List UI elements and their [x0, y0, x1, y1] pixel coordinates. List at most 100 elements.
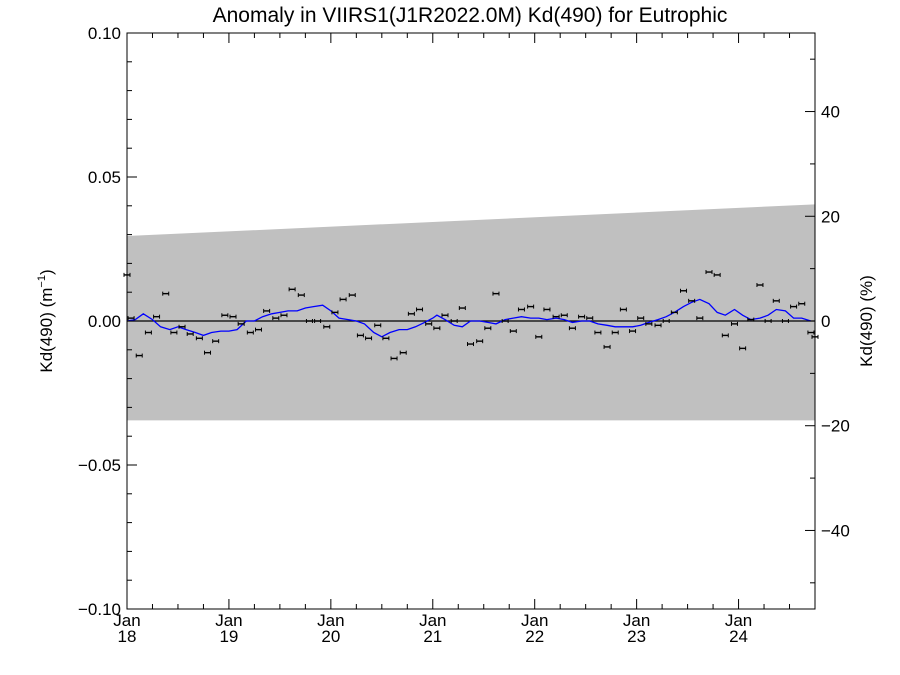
data-point	[484, 326, 492, 331]
data-point	[331, 310, 339, 315]
data-point	[356, 333, 364, 338]
x-tick-label-month: Jan	[113, 611, 140, 630]
data-point	[237, 321, 245, 326]
data-point	[458, 306, 466, 311]
left-tick-label: 0.10	[88, 24, 121, 43]
data-point	[790, 304, 798, 309]
data-point	[637, 316, 645, 321]
data-point	[466, 342, 474, 347]
data-point	[416, 307, 424, 312]
data-point	[288, 287, 296, 292]
right-tick-label: 40	[821, 103, 840, 122]
data-point	[170, 330, 178, 335]
left-tick-label: −0.05	[78, 456, 121, 475]
data-point	[221, 313, 229, 318]
data-point	[195, 336, 203, 341]
data-point	[586, 316, 594, 321]
x-tick-label-month: Jan	[419, 611, 446, 630]
data-point	[297, 293, 305, 298]
x-tick-label-month: Jan	[725, 611, 752, 630]
data-point	[670, 310, 678, 315]
left-y-axis-label: Kd(490) (m−1)	[36, 269, 56, 372]
data-point	[425, 321, 433, 326]
data-point	[390, 356, 398, 361]
data-point	[450, 319, 458, 323]
data-point	[476, 339, 484, 344]
data-point	[127, 316, 135, 321]
left-tick-label: 0.05	[88, 168, 121, 187]
data-point	[654, 323, 662, 328]
left-tick-label: −0.10	[78, 600, 121, 619]
data-point	[305, 319, 313, 323]
data-point	[365, 336, 373, 341]
data-point	[153, 314, 161, 319]
data-point	[756, 283, 764, 287]
data-point	[374, 323, 382, 328]
data-point	[229, 314, 237, 319]
data-point	[280, 313, 288, 318]
data-point	[323, 324, 331, 329]
data-point	[535, 334, 543, 339]
data-point	[517, 307, 525, 312]
data-point	[263, 308, 271, 313]
data-point	[339, 297, 347, 302]
data-point	[527, 304, 535, 309]
left-y-axis: 0.10 0.05 0.00 −0.05 −0.10	[78, 24, 137, 619]
data-point	[204, 350, 212, 355]
data-point	[246, 330, 254, 335]
right-tick-label: −20	[821, 417, 850, 436]
data-point	[629, 329, 637, 334]
right-tick-label: −40	[821, 521, 850, 540]
data-point	[254, 327, 262, 332]
chart-title: Anomaly in VIIRS1(J1R2022.0M) Kd(490) fo…	[213, 4, 728, 27]
data-point	[314, 319, 322, 323]
data-point	[781, 319, 789, 323]
data-point	[680, 288, 688, 293]
smoothed-anomaly-line	[126, 298, 812, 338]
data-point	[144, 330, 152, 335]
data-point	[772, 298, 780, 303]
data-point	[705, 270, 713, 275]
data-point	[764, 319, 772, 323]
data-point	[696, 316, 704, 321]
data-point	[560, 313, 568, 318]
x-tick-label-month: Jan	[623, 611, 650, 630]
plot-area	[123, 32, 819, 610]
data-point	[407, 311, 415, 316]
right-tick-label: 20	[821, 207, 840, 226]
right-y-axis: 40 20 0 −20 −40	[805, 58, 850, 584]
data-point	[739, 346, 747, 351]
data-point	[492, 291, 500, 296]
x-tick-label-year: 20	[321, 627, 340, 646]
data-point	[603, 344, 611, 349]
anomaly-points	[123, 270, 819, 361]
data-point	[578, 314, 586, 319]
data-point	[688, 298, 696, 303]
x-tick-label-year: 22	[525, 627, 544, 646]
data-point	[178, 324, 186, 329]
data-point	[186, 331, 194, 336]
x-tick-label-month: Jan	[317, 611, 344, 630]
data-point	[730, 321, 738, 326]
data-point	[662, 319, 670, 323]
data-point	[568, 326, 576, 331]
data-point	[348, 293, 356, 298]
x-tick-label-year: 24	[729, 627, 748, 646]
x-tick-label-month: Jan	[521, 611, 548, 630]
data-point	[713, 272, 721, 277]
data-point	[433, 326, 441, 331]
right-tick-label: 0	[821, 312, 830, 331]
data-point	[501, 319, 509, 323]
data-point	[747, 317, 755, 322]
data-point	[645, 321, 653, 326]
x-tick-label-year: 19	[219, 627, 238, 646]
data-point	[552, 314, 560, 319]
data-point	[611, 330, 619, 335]
x-tick-label-year: 23	[627, 627, 646, 646]
data-point	[135, 353, 143, 358]
data-point	[594, 330, 602, 335]
data-point	[807, 330, 815, 335]
right-y-axis-label: Kd(490) (%)	[857, 275, 876, 367]
